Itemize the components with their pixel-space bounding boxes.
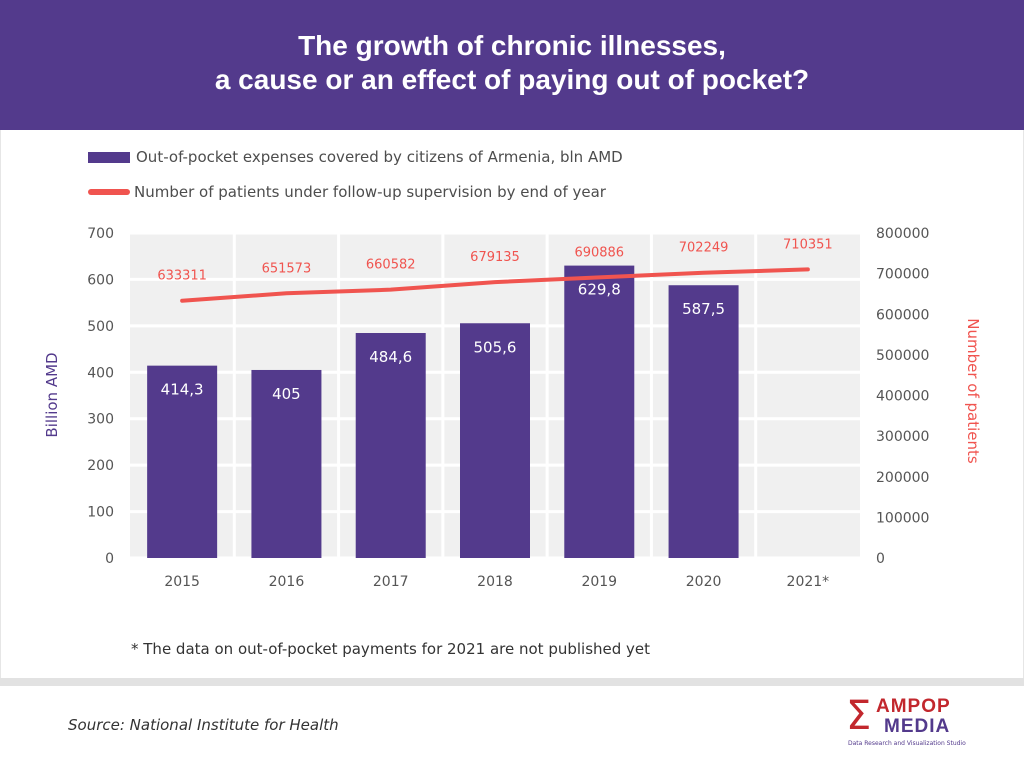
line-data-label: 679135: [470, 250, 520, 265]
legend-item-bar: Out-of-pocket expenses covered by citize…: [88, 146, 623, 168]
bar-data-label: 414,3: [161, 381, 204, 399]
source-text: Source: National Institute for Health: [68, 716, 339, 734]
legend-swatch-bar: [88, 151, 130, 163]
y-right-tick-label: 500000: [876, 348, 929, 364]
y-left-tick-label: 600: [87, 272, 114, 288]
bar-data-label: 484,6: [369, 348, 412, 366]
legend-item-line: Number of patients under follow-up super…: [88, 181, 606, 203]
logo-word-media: MEDIA: [884, 716, 951, 737]
y-right-tick-label: 300000: [876, 429, 929, 445]
x-tick-label: 2021*: [787, 574, 830, 590]
line-data-label: 710351: [783, 237, 833, 252]
line-series: [180, 267, 810, 303]
y-right-tick-label: 100000: [876, 510, 929, 526]
y-left-tick-label: 100: [87, 505, 114, 521]
logo-tagline: Data Research and Visualization Studio: [848, 740, 966, 747]
y-left-tick-label: 700: [87, 226, 114, 242]
y-right-tick-label: 0: [876, 551, 885, 567]
y-right-tick-label: 200000: [876, 470, 929, 486]
y-left-axis-title: Billion AMD: [43, 352, 61, 437]
y-right-tick-label: 800000: [876, 226, 929, 242]
bar-data-label: 505,6: [474, 338, 517, 356]
bar: [251, 369, 322, 558]
y-left-tick-label: 0: [105, 551, 114, 567]
bar: [564, 265, 635, 558]
y-left-tick-label: 200: [87, 458, 114, 474]
bar: [460, 323, 530, 558]
bar: [668, 285, 739, 558]
x-tick-label: 2019: [581, 574, 617, 590]
x-tick-label: 2017: [373, 574, 409, 590]
x-tick-label: 2018: [477, 574, 513, 590]
line-data-label: 660582: [366, 258, 416, 273]
ampop-media-logo: Σ AMPOP MEDIA Data Research and Visualiz…: [846, 694, 966, 754]
y-right-tick-label: 700000: [876, 267, 929, 283]
legend-label-bar: Out-of-pocket expenses covered by citize…: [136, 148, 623, 166]
y-right-tick-label: 600000: [876, 307, 929, 323]
x-tick-label: 2020: [686, 574, 722, 590]
bar-data-label: 629,8: [578, 281, 621, 299]
y-right-tick-label: 400000: [876, 389, 929, 405]
bar: [147, 365, 218, 558]
divider: [0, 678, 1024, 686]
chart-title-line-1: The growth of chronic illnesses,: [298, 30, 726, 61]
chart-title-line-2: a cause or an effect of paying out of po…: [214, 64, 810, 95]
logo-sigma-icon: Σ: [846, 693, 872, 739]
y-left-tick-label: 300: [87, 412, 114, 428]
bar-data-label: 405: [272, 385, 301, 403]
x-tick-label: 2016: [269, 574, 305, 590]
header-banner: The growth of chronic illnesses, a cause…: [0, 0, 1024, 130]
y-left-tick-label: 500: [87, 319, 114, 335]
y-left-tick-label: 400: [87, 365, 114, 381]
line-data-label: 651573: [262, 261, 312, 276]
legend-label-line: Number of patients under follow-up super…: [134, 183, 606, 201]
y-right-axis-title: Number of patients: [964, 318, 982, 464]
footnote: * The data on out-of-pocket payments for…: [131, 640, 651, 658]
logo-word-ampop: AMPOP: [876, 696, 951, 717]
line-data-label: 633311: [157, 269, 207, 284]
line-data-label: 702249: [679, 241, 729, 256]
bar: [355, 333, 426, 558]
line-data-label: 690886: [574, 245, 624, 260]
bar-data-label: 587,5: [682, 300, 725, 318]
x-tick-label: 2015: [164, 574, 200, 590]
legend-swatch-line: [88, 189, 130, 195]
